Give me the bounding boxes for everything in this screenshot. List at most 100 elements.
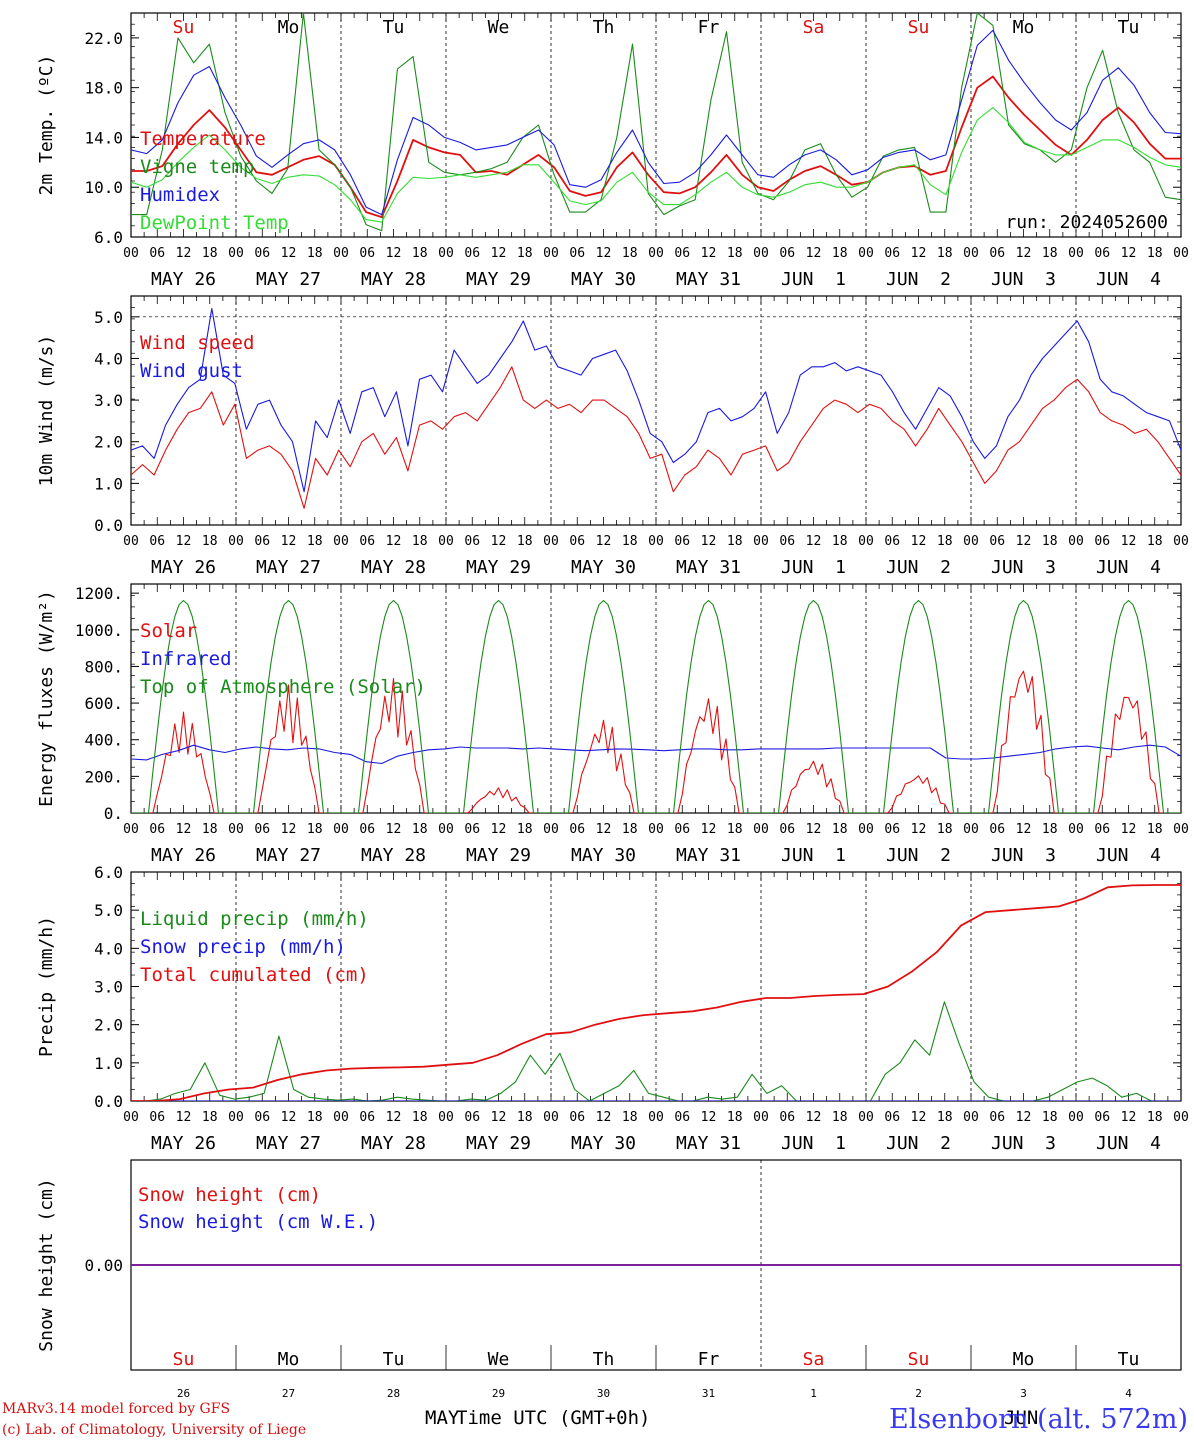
x-tick-label: 06 bbox=[674, 534, 690, 549]
date-label: MAY 30 bbox=[571, 1133, 636, 1154]
legend-entry: Humidex bbox=[140, 184, 220, 206]
y-tick-label: 1.0 bbox=[94, 1054, 123, 1073]
month-may-label: MAY bbox=[425, 1407, 460, 1429]
series-line bbox=[131, 670, 1181, 813]
day-number: 2 bbox=[915, 1387, 922, 1400]
x-tick-label: 00 bbox=[963, 822, 979, 837]
x-tick-label: 06 bbox=[254, 534, 270, 549]
day-name: Mo bbox=[278, 1349, 300, 1370]
station-label: Elsenborn (alt. 572m) bbox=[889, 1404, 1188, 1435]
legend-entry: DewPoint Temp bbox=[140, 212, 289, 234]
legend-entry: Snow height (cm W.E.) bbox=[138, 1211, 378, 1233]
date-label: MAY 30 bbox=[571, 557, 636, 578]
day-name: Tu bbox=[383, 17, 405, 38]
x-tick-label: 06 bbox=[674, 822, 690, 837]
series-line bbox=[131, 307, 1181, 493]
x-tick-label: 12 bbox=[1121, 534, 1137, 549]
x-tick-label: 06 bbox=[779, 1110, 795, 1125]
x-tick-label: 12 bbox=[806, 534, 822, 549]
x-tick-label: 06 bbox=[569, 1110, 585, 1125]
x-tick-label: 06 bbox=[569, 534, 585, 549]
x-tick-label: 12 bbox=[911, 534, 927, 549]
series-group bbox=[131, 307, 1181, 509]
x-tick-label: 12 bbox=[1121, 246, 1137, 261]
x-tick-label: 00 bbox=[1173, 822, 1189, 837]
x-tick-label: 06 bbox=[779, 822, 795, 837]
x-tick-label: 12 bbox=[596, 1110, 612, 1125]
month-jun-label: JUN bbox=[1004, 1407, 1038, 1429]
x-tick-label: 18 bbox=[1042, 246, 1058, 261]
day-name: Tu bbox=[383, 1349, 405, 1370]
y-tick-label: 2.0 bbox=[94, 1016, 123, 1035]
day-name: Tu bbox=[1118, 1349, 1140, 1370]
x-tick-label: 18 bbox=[307, 534, 323, 549]
y-tick-label: 1000. bbox=[75, 621, 123, 640]
panel-3: 0. 200. 400. 600. 800. 1000. 1200. Energy fluxe… bbox=[36, 583, 1189, 866]
x-tick-label: 00 bbox=[123, 534, 139, 549]
x-tick-label: 06 bbox=[1094, 534, 1110, 549]
x-tick-label: 12 bbox=[176, 534, 192, 549]
x-tick-label: 12 bbox=[386, 246, 402, 261]
x-tick-label: 12 bbox=[911, 822, 927, 837]
date-label: MAY 31 bbox=[676, 557, 741, 578]
day-name: Mo bbox=[1013, 17, 1035, 38]
x-tick-label: 18 bbox=[727, 1110, 743, 1125]
x-tick-label: 00 bbox=[963, 1110, 979, 1125]
x-tick-label: 06 bbox=[359, 1110, 375, 1125]
x-tick-label: 12 bbox=[491, 246, 507, 261]
date-label: JUN 2 bbox=[886, 1133, 951, 1154]
date-label: JUN 3 bbox=[991, 845, 1056, 866]
x-tick-label: 06 bbox=[884, 534, 900, 549]
x-tick-label: 00 bbox=[858, 1110, 874, 1125]
y-tick-label: 6.0 bbox=[94, 228, 123, 247]
x-tick-label: 12 bbox=[176, 1110, 192, 1125]
x-tick-label: 06 bbox=[989, 246, 1005, 261]
day-name: Sa bbox=[803, 17, 825, 38]
x-tick-label: 18 bbox=[937, 246, 953, 261]
x-tick-label: 00 bbox=[543, 822, 559, 837]
y-tick-label: 0. bbox=[104, 804, 123, 823]
x-tick-label: 12 bbox=[701, 822, 717, 837]
y-tick-label: 400. bbox=[84, 731, 123, 750]
date-label: JUN 2 bbox=[886, 845, 951, 866]
x-tick-label: 12 bbox=[701, 534, 717, 549]
x-tick-label: 12 bbox=[701, 246, 717, 261]
x-tick-label: 18 bbox=[832, 822, 848, 837]
date-label: JUN 1 bbox=[781, 845, 846, 866]
legend-entry: Vigne temp bbox=[140, 156, 254, 178]
x-tick-label: 12 bbox=[386, 534, 402, 549]
legend-entry: Temperature bbox=[140, 128, 266, 150]
date-label: JUN 3 bbox=[991, 557, 1056, 578]
panel-4: 0.0 1.0 2.0 3.0 4.0 5.0 6.0 Precip (mm/h) 00 06 12… bbox=[36, 863, 1189, 1154]
legend-entry: Wind gust bbox=[140, 360, 243, 382]
date-label: MAY 28 bbox=[361, 1133, 426, 1154]
x-tick-label: 12 bbox=[1016, 822, 1032, 837]
day-name: We bbox=[488, 1349, 510, 1370]
x-tick-label: 18 bbox=[832, 246, 848, 261]
x-tick-label: 12 bbox=[806, 822, 822, 837]
x-tick-label: 06 bbox=[779, 246, 795, 261]
day-name: Th bbox=[593, 1349, 615, 1370]
x-tick-label: 18 bbox=[412, 1110, 428, 1125]
series-group bbox=[131, 13, 1181, 232]
date-label: MAY 26 bbox=[151, 269, 216, 290]
x-tick-label: 12 bbox=[596, 246, 612, 261]
date-label: MAY 29 bbox=[466, 845, 531, 866]
y-tick-label: 200. bbox=[84, 767, 123, 786]
x-tick-label: 18 bbox=[202, 534, 218, 549]
date-label: MAY 29 bbox=[466, 557, 531, 578]
x-tick-label: 18 bbox=[1042, 822, 1058, 837]
y-tick-label: 800. bbox=[84, 657, 123, 676]
x-tick-label: 00 bbox=[1068, 246, 1084, 261]
x-tick-label: 12 bbox=[491, 1110, 507, 1125]
x-tick-label: 00 bbox=[963, 534, 979, 549]
x-tick-label: 12 bbox=[281, 1110, 297, 1125]
lab-credit: (c) Lab. of Climatology, University of L… bbox=[2, 1422, 306, 1438]
date-label: JUN 4 bbox=[1096, 269, 1161, 290]
x-tick-label: 18 bbox=[937, 1110, 953, 1125]
y-axis-label: Snow height (cm) bbox=[36, 1178, 57, 1351]
date-label: MAY 26 bbox=[151, 845, 216, 866]
x-tick-label: 12 bbox=[1016, 534, 1032, 549]
legend-entry: Snow height (cm) bbox=[138, 1184, 321, 1206]
date-label: MAY 26 bbox=[151, 557, 216, 578]
